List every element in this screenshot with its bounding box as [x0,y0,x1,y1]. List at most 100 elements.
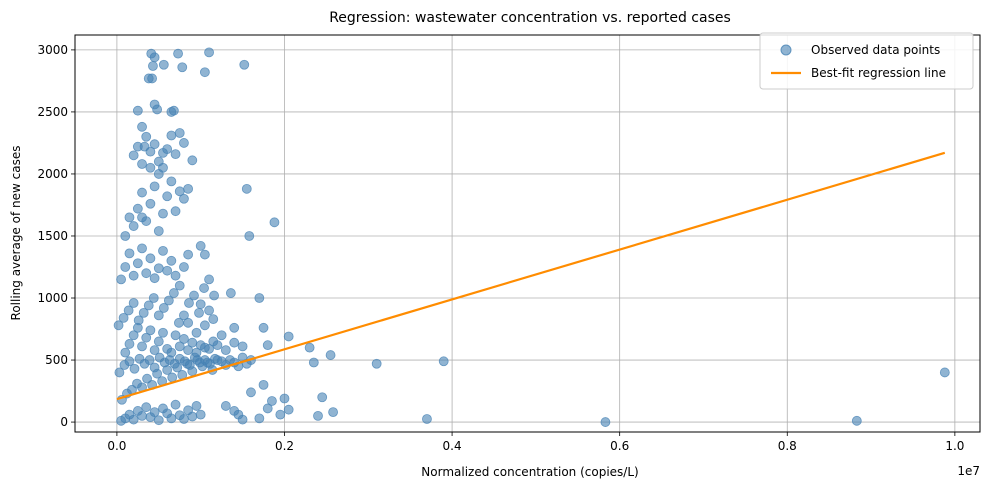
data-point [204,305,214,316]
data-point [851,415,862,426]
data-point [179,310,189,321]
data-point [144,355,155,365]
data-point [153,169,164,179]
data-point [170,330,181,341]
data-point [199,67,210,78]
data-point [152,104,163,115]
data-point [600,417,611,427]
data-point [162,191,173,202]
data-point [174,128,185,138]
data-point [149,181,160,192]
data-point [145,253,156,264]
data-point [438,356,449,367]
data-point [204,343,214,354]
data-point [246,387,256,398]
data-point [166,130,177,141]
data-point [170,206,181,217]
data-point [191,327,202,338]
data-point [229,406,240,416]
data-point [166,413,177,424]
data-point [132,203,143,214]
data-point [128,298,139,308]
data-point [237,341,248,352]
data-point [138,307,149,318]
data-point [166,347,177,358]
data-point [137,187,147,198]
data-point [143,300,154,311]
data-point [158,303,169,313]
data-point [173,48,183,59]
data-point [170,399,181,410]
data-point [194,307,204,318]
data-point [241,183,252,194]
data-point [149,273,160,284]
plot-frame [74,34,981,433]
data-point [137,121,147,132]
data-point [120,231,131,241]
y-tick-label: 500 [45,353,68,367]
x-tick-label: 0.4 [443,439,462,453]
data-point [148,293,159,303]
y-axis-label: Rolling average of new cases [9,146,23,321]
chart-title: Regression: wastewater concentration vs.… [329,10,731,26]
data-point [174,280,185,291]
data-point [170,149,181,160]
data-point [139,141,150,152]
data-point [229,337,240,348]
data-point [137,341,147,352]
data-point [128,270,139,281]
data-point [189,290,199,301]
data-point [118,312,129,323]
y-tick-label: 1000 [37,291,68,305]
y-tick-label: 0 [60,415,68,429]
data-point [133,315,144,326]
data-point [325,350,336,360]
data-point [174,341,185,352]
data-point [128,221,139,231]
data-point [167,372,178,383]
data-point [258,379,269,390]
data-point [254,413,265,424]
data-point [220,401,231,411]
data-point [179,193,189,204]
data-point [179,138,189,148]
data-point [153,415,164,426]
x-tick-label: 0.6 [610,439,629,453]
data-point [195,409,206,420]
legend-swatch-observed [780,44,792,56]
y-tick-label: 2000 [37,167,68,181]
legend-label-regression: Best-fit regression line [811,66,946,80]
legend-box [759,32,974,90]
data-point [179,414,189,424]
data-point [179,262,189,272]
data-point [162,265,173,276]
data-point [148,61,158,71]
data-point [304,342,315,353]
data-point [147,73,157,84]
data-point [313,410,323,421]
data-point [146,48,157,59]
data-point [422,414,432,424]
data-point [149,345,160,356]
x-tick-label: 0.2 [275,439,294,453]
data-point [212,340,223,351]
data-point [114,367,125,378]
data-point [184,298,194,308]
data-point [132,105,143,116]
data-point [141,268,152,279]
data-point [317,392,328,403]
data-point [129,363,140,374]
data-point [116,274,126,285]
x-axis-ticks: 0.0 0.2 0.4 0.6 0.8 1.0 [107,432,964,453]
data-point [153,310,164,321]
data-point [153,226,164,236]
data-point [120,347,131,358]
data-point [163,295,174,306]
data-point [939,367,950,378]
data-point [199,249,210,260]
data-point [199,320,210,331]
x-tick-label: 0.0 [107,439,126,453]
data-point [158,327,168,338]
data-point [153,336,164,347]
data-point [153,263,164,274]
